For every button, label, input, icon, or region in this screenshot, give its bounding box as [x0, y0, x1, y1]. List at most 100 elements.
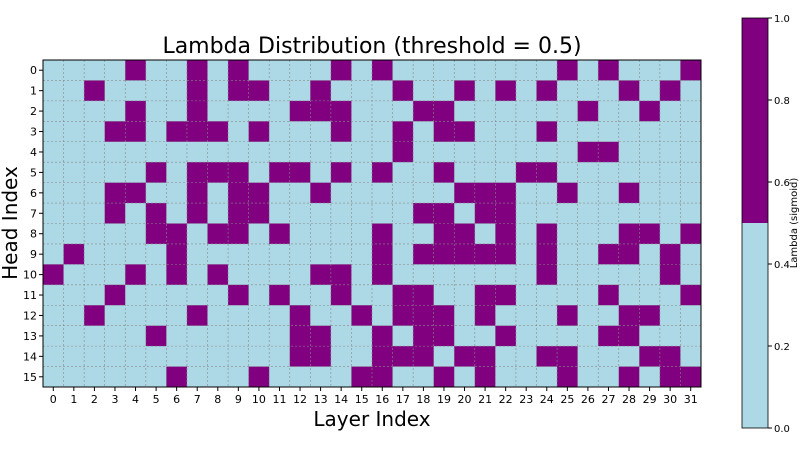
heatmap-cell	[330, 325, 352, 347]
heatmap-cell	[680, 141, 702, 163]
heatmap-cell	[515, 264, 537, 286]
heatmap-cell	[104, 203, 126, 224]
heatmap-cell	[392, 243, 414, 265]
heatmap-cell	[351, 346, 373, 367]
heatmap-cell	[474, 162, 496, 183]
heatmap-cell	[618, 223, 640, 245]
heatmap-cell	[639, 121, 661, 143]
heatmap-cell	[536, 366, 558, 388]
heatmap-cell	[618, 162, 640, 183]
heatmap-cell	[577, 366, 599, 388]
x-tick-label: 29	[643, 393, 657, 406]
y-tick-label: 9	[30, 248, 37, 261]
heatmap-cell	[351, 203, 373, 224]
heatmap-cell	[372, 223, 393, 245]
heatmap-cell	[145, 223, 167, 245]
heatmap-cell	[63, 366, 85, 388]
heatmap-cell	[104, 100, 126, 122]
x-tick-label: 0	[50, 393, 57, 406]
heatmap-cell	[84, 325, 105, 347]
heatmap-cell	[639, 162, 661, 183]
heatmap-cell	[618, 346, 640, 367]
heatmap-cell	[536, 182, 558, 204]
heatmap-cell	[577, 223, 599, 245]
heatmap-cell	[515, 80, 537, 102]
heatmap-cell	[310, 203, 332, 224]
y-tick-label: 3	[30, 126, 37, 139]
heatmap-cell	[125, 182, 147, 204]
heatmap-cell	[104, 80, 126, 102]
heatmap-cell	[43, 325, 64, 347]
heatmap-cell	[63, 162, 85, 183]
colorbar-label: Lambda (sigmoid)	[789, 178, 800, 269]
x-tick-label: 15	[355, 393, 369, 406]
heatmap-cell	[43, 223, 64, 245]
x-tick-label: 13	[314, 393, 328, 406]
y-tick-label: 15	[23, 371, 37, 384]
heatmap-cell	[639, 182, 661, 204]
heatmap-cell	[269, 203, 291, 224]
heatmap-cell	[659, 325, 681, 347]
heatmap-cell	[598, 203, 620, 224]
heatmap-cell	[351, 243, 373, 265]
heatmap-cell	[413, 366, 434, 388]
heatmap-cell	[248, 141, 270, 163]
heatmap-cell	[474, 284, 496, 306]
heatmap-cell	[454, 243, 476, 265]
heatmap-cell	[145, 305, 167, 326]
heatmap-cell	[639, 366, 661, 388]
heatmap-cell	[392, 203, 414, 224]
heatmap-cell	[269, 366, 291, 388]
heatmap-cell	[125, 366, 147, 388]
heatmap-cell	[269, 80, 291, 102]
heatmap-cell	[659, 60, 681, 81]
heatmap-cell	[63, 243, 85, 265]
heatmap-cell	[680, 366, 702, 388]
x-tick-label: 9	[235, 393, 242, 406]
heatmap-cell	[104, 141, 126, 163]
heatmap-cell	[228, 366, 249, 388]
heatmap-cell	[289, 80, 311, 102]
heatmap-cell	[557, 60, 578, 81]
heatmap-cell	[433, 366, 455, 388]
heatmap-cell	[433, 60, 455, 81]
heatmap-cell	[577, 203, 599, 224]
heatmap-cell	[515, 325, 537, 347]
heatmap-cell	[84, 60, 105, 81]
heatmap-cell	[228, 162, 249, 183]
heatmap-cell	[330, 243, 352, 265]
heatmap-cell	[248, 346, 270, 367]
heatmap-cell	[351, 223, 373, 245]
heatmap-cell	[659, 284, 681, 306]
heatmap-cell	[269, 121, 291, 143]
heatmap-cell	[413, 223, 434, 245]
heatmap-cell	[680, 80, 702, 102]
x-tick-label: 6	[173, 393, 180, 406]
heatmap-cell	[248, 203, 270, 224]
heatmap-cell	[186, 182, 208, 204]
heatmap-cell	[536, 305, 558, 326]
heatmap-cell	[186, 284, 208, 306]
x-tick-label: 17	[396, 393, 410, 406]
heatmap-cell	[186, 203, 208, 224]
x-tick-label: 11	[272, 393, 286, 406]
heatmap-cell	[557, 203, 578, 224]
heatmap-cell	[392, 223, 414, 245]
heatmap-cell	[474, 80, 496, 102]
heatmap-cell	[63, 141, 85, 163]
heatmap-cell	[639, 284, 661, 306]
heatmap-cell	[618, 325, 640, 347]
x-tick-label: 25	[560, 393, 574, 406]
heatmap-cell	[680, 284, 702, 306]
heatmap-cell	[454, 121, 476, 143]
heatmap-cell	[310, 100, 332, 122]
heatmap-cell	[125, 80, 147, 102]
heatmap-cell	[310, 366, 332, 388]
y-tick-label: 13	[23, 330, 37, 343]
heatmap-cell	[289, 121, 311, 143]
heatmap-cell	[392, 284, 414, 306]
heatmap-cell	[207, 80, 229, 102]
heatmap-cell	[557, 243, 578, 265]
heatmap-cell	[433, 264, 455, 286]
